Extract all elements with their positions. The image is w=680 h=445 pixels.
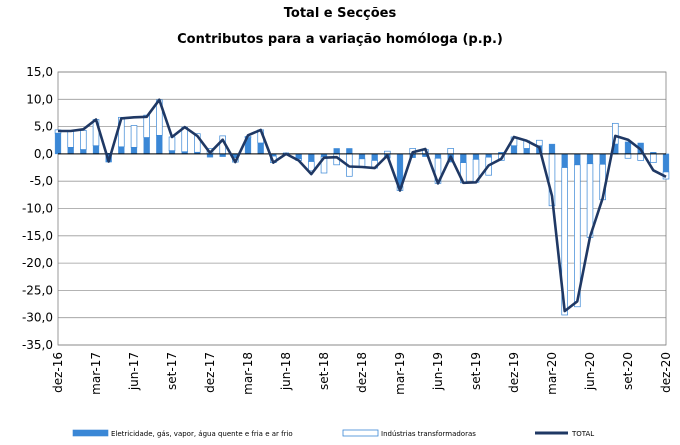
bar-industrias: [561, 167, 568, 316]
legend-swatch-industrias: [342, 429, 379, 437]
y-tick-label: -35,0: [22, 338, 53, 352]
x-tick-label: dez-20: [659, 352, 673, 393]
x-tick-label: dez-19: [507, 352, 521, 393]
legend-label-eletricidade: Eletricidade, gás, vapor, água quente e …: [111, 430, 293, 438]
y-tick-label: -20,0: [22, 256, 53, 270]
bar-eletricidade: [257, 142, 264, 155]
chart-title: Total e Secções: [284, 6, 397, 21]
x-axis-ticks: dez-16 mar-17 jun-17 set-17 dez-17 mar-18 jun-…: [51, 352, 673, 395]
x-tick-label: mar-17: [89, 352, 103, 395]
plot-border: [57, 71, 667, 346]
bar-eletricidade: [561, 153, 568, 168]
series-total-line: [58, 98, 667, 313]
y-tick-label: 10,0: [26, 92, 53, 106]
bar-eletricidade: [523, 148, 530, 155]
bar-eletricidade: [156, 135, 163, 155]
legend-label-total: TOTAL: [571, 430, 594, 438]
bar-industrias: [143, 114, 150, 138]
x-tick-label: set-17: [165, 352, 179, 390]
x-tick-label: jun-19: [431, 352, 445, 391]
legend-swatch-eletricidade: [72, 429, 109, 437]
x-tick-label: jun-17: [127, 352, 141, 391]
x-tick-label: set-20: [621, 352, 635, 390]
y-tick-label: -10,0: [22, 202, 53, 216]
y-tick-label: 5,0: [34, 120, 53, 134]
bar-eletricidade: [130, 147, 138, 155]
plot-area: [57, 71, 667, 346]
y-tick-label: -5,0: [30, 174, 53, 188]
x-tick-label: jun-20: [583, 352, 597, 391]
bar-eletricidade: [92, 145, 100, 155]
bar-eletricidade: [333, 148, 340, 155]
bar-eletricidade: [143, 137, 150, 155]
bar-industrias: [194, 133, 201, 153]
legend: Eletricidade, gás, vapor, água quente e …: [72, 429, 594, 438]
bar-eletricidade: [460, 153, 467, 163]
y-tick-label: -30,0: [22, 311, 53, 325]
legend-label-industrias: Indústrias transformadoras: [381, 430, 476, 438]
y-tick-label: 15,0: [26, 65, 53, 79]
x-tick-label: dez-18: [355, 352, 369, 393]
bar-eletricidade: [346, 148, 353, 155]
bar-industrias: [308, 161, 315, 172]
x-tick-label: jun-18: [279, 352, 293, 391]
bar-eletricidade: [586, 153, 594, 164]
bar-eletricidade: [662, 153, 670, 173]
y-tick-label: -15,0: [22, 229, 53, 243]
bar-eletricidade: [599, 153, 606, 165]
bar-eletricidade: [510, 145, 518, 155]
bar-industrias: [67, 130, 74, 148]
bar-industrias: [536, 139, 543, 147]
x-tick-label: dez-16: [51, 352, 65, 393]
x-tick-label: dez-17: [203, 352, 217, 393]
bar-eletricidade: [54, 132, 62, 155]
bar-industrias: [447, 148, 454, 155]
bar-eletricidade: [308, 153, 315, 162]
bar-industrias: [586, 163, 594, 238]
bar-industrias: [624, 153, 632, 159]
bar-eletricidade: [472, 153, 480, 160]
bar-eletricidade: [67, 147, 74, 155]
bar-industrias: [168, 136, 176, 151]
bar-eletricidade: [80, 149, 87, 155]
bar-industrias: [181, 126, 188, 153]
bar-eletricidade: [624, 141, 632, 155]
bar-industrias: [80, 130, 87, 150]
bar-industrias: [574, 164, 581, 308]
total-polyline: [58, 98, 667, 313]
x-tick-label: mar-20: [545, 352, 559, 395]
chart-subtitle: Contributos para a variação homóloga (p.…: [177, 32, 503, 47]
bar-eletricidade: [574, 153, 581, 166]
bar-eletricidade: [548, 143, 556, 155]
bar-industrias: [650, 153, 657, 163]
y-tick-label: 0,0: [34, 147, 53, 161]
x-tick-label: set-18: [317, 352, 331, 390]
bar-eletricidade: [434, 153, 442, 159]
x-tick-label: mar-19: [393, 352, 407, 395]
bar-eletricidade: [118, 146, 125, 155]
x-tick-label: set-19: [469, 352, 483, 390]
y-tick-label: -25,0: [22, 283, 53, 297]
bar-eletricidade: [371, 153, 378, 161]
bar-industrias: [612, 122, 619, 145]
bar-industrias: [130, 125, 138, 148]
series-industrias-bars: [54, 99, 670, 316]
x-tick-label: mar-18: [241, 352, 255, 395]
y-axis-ticks: 15,0 10,0 5,0 0,0 -5,0 -10,0 -15,0 -20,0 -25,0 -3…: [22, 65, 53, 352]
bar-eletricidade: [358, 153, 366, 160]
